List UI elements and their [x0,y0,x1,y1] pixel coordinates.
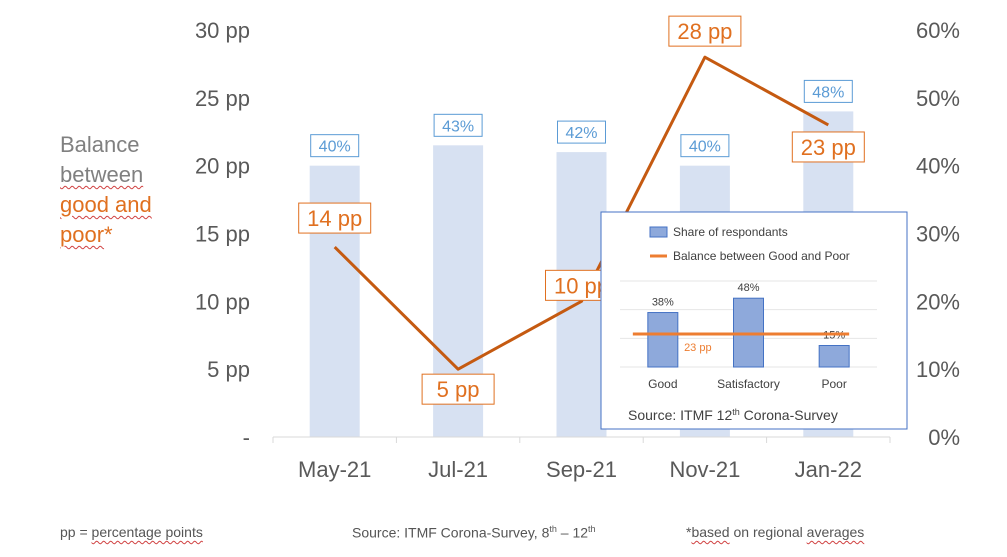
right-tick-label: 0% [928,425,960,450]
inset-legend-bar-label: Share of respondants [673,225,788,239]
bar-data-label: 43% [433,113,483,137]
footer-source-mid: – 12 [556,524,589,541]
line-data-label: 14 pp [298,202,372,234]
right-tick-label: 30% [916,222,960,247]
bar-data-label-text: 43% [442,118,474,135]
left-tick-label: 5 pp [207,357,250,382]
line-series-balance [333,55,830,371]
bar-data-label-box [803,79,853,103]
bar-data-label-text: 40% [319,139,351,156]
ylabel-line-4: poor* [60,222,113,247]
right-tick-label: 10% [916,357,960,382]
left-tick-label: - [243,425,250,450]
inset-bar [818,345,850,368]
line-data-label-text: 10 pp [554,273,609,298]
inset-bar-label: 48% [737,282,759,294]
line-data-label: 28 pp [668,15,742,47]
bar-data-label: 48% [803,79,853,103]
ylabel-line-3: good and [60,192,152,217]
bar-data-label: 42% [557,120,606,144]
bar-data-label-box [310,134,360,158]
bar-data-label-box [433,113,483,137]
right-tick-label: 50% [916,86,960,111]
x-tick-label: Jul-21 [428,457,488,482]
left-tick-label: 15 pp [195,222,250,247]
main-data-labels: 40% 43% 42% 40% 48% 14 pp 5 pp 10 pp 28 pp 23 pp [298,15,865,405]
footer-sup-2: th [588,524,596,534]
line-data-label: 5 pp [421,373,495,405]
inset-legend-line-label: Balance between Good and Poor [673,249,850,263]
ylabel-line-2: between [60,162,144,187]
bar-data-label-text: 42% [565,125,597,142]
inset-category-label: Satisfactory [717,377,780,391]
right-tick-label: 60% [916,18,960,43]
left-tick-label: 30 pp [195,18,250,43]
bar-data-label-text: 48% [812,84,844,101]
left-axis-title: Balance between good and poor* [60,130,180,250]
line-data-label-text: 28 pp [677,19,732,44]
line-data-label: 23 pp [791,131,865,163]
bar-data-label-box [680,134,730,158]
line-data-label-text: 23 pp [801,135,856,160]
bar-data-label-text: 40% [689,139,721,156]
inset-chart: Share of respondants Balance between Good… [600,211,908,430]
bar-data-label: 40% [680,134,730,158]
main-axes: May-21 Jul-21 Sep-21 Nov-21 Jan-22 - 5 pp 10 pp… [195,18,960,482]
inset-bar [647,312,679,368]
left-tick-label: 20 pp [195,154,250,179]
footer-note-right: *based on regional averages [686,524,865,540]
right-tick-label: 20% [916,289,960,314]
inset-source: Source: ITMF 12th Corona-Survey [628,407,838,423]
x-tick-label: Sep-21 [546,457,617,482]
footer-source: Source: ITMF Corona-Survey, 8th – 12th [352,524,596,541]
inset-legend-bar-swatch [649,226,668,238]
bar-data-label: 40% [310,134,360,158]
x-tick-label: Jan-22 [795,457,862,482]
ylabel-line-1: Balance [60,132,140,157]
inset-category-label: Poor [821,377,846,391]
line-data-label-box [298,202,372,234]
footer-underlined-term: percentage points [91,524,203,540]
line-data-label-box [421,373,495,405]
left-tick-label: 25 pp [195,86,250,111]
footer-note-left: pp = percentage points [60,524,203,540]
inset-line-label: 23 pp [684,342,712,354]
inset-category-label: Good [648,377,677,391]
main-line [333,55,830,371]
left-tick-label: 10 pp [195,289,250,314]
line-data-label-text: 14 pp [307,206,362,231]
footer-source-text: Source: ITMF Corona-Survey, 8 [352,524,550,541]
x-tick-label: May-21 [298,457,371,482]
inset-bar-label: 38% [652,297,674,309]
right-tick-label: 40% [916,154,960,179]
line-data-label-box [668,15,742,47]
line-data-label-box [791,131,865,163]
line-data-label-text: 5 pp [437,377,480,402]
footer-sup-1: th [549,524,557,534]
bar-data-label-box [557,120,606,144]
x-tick-label: Nov-21 [669,457,740,482]
